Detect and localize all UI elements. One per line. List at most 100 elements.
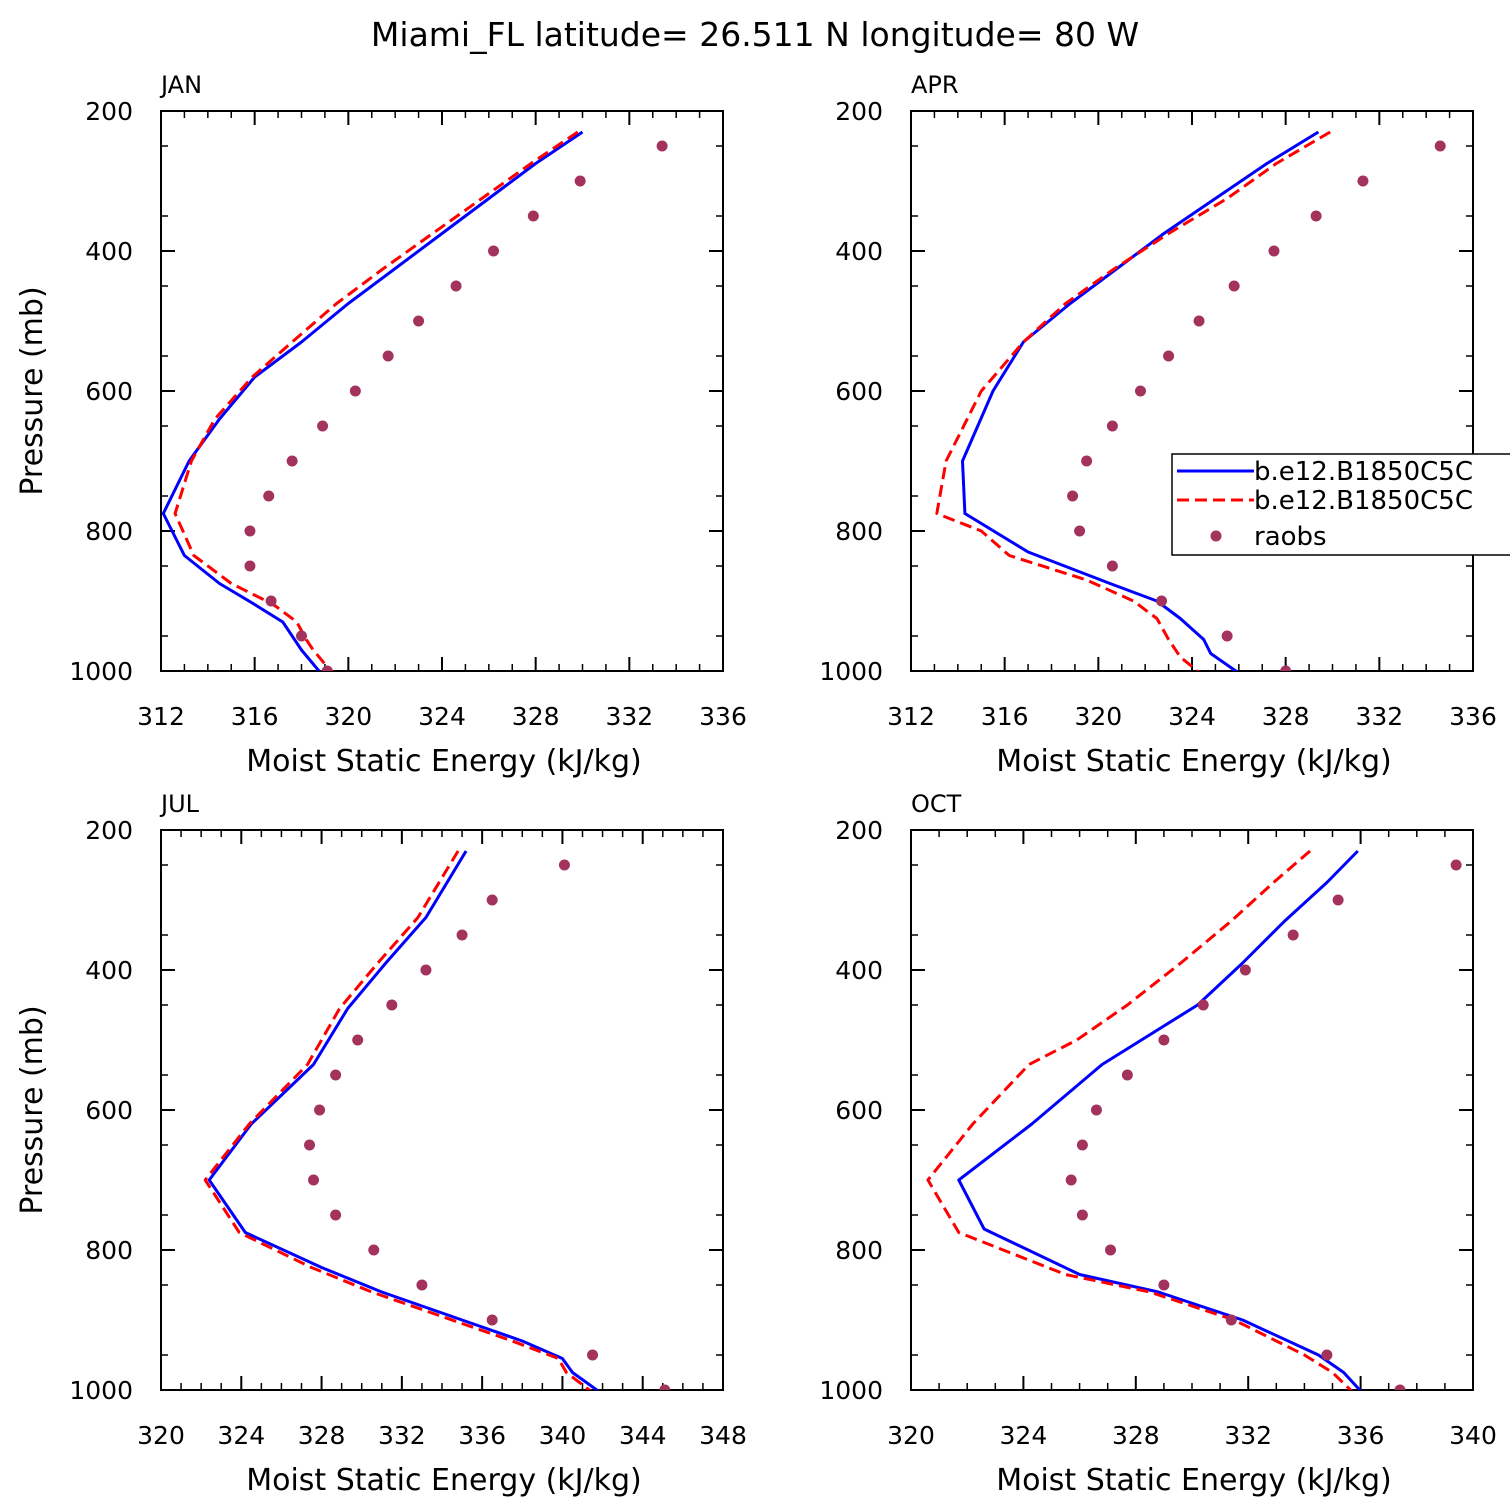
y-tick-label: 200 [835,816,883,845]
raobs-point [244,525,256,537]
raobs-point [352,1034,364,1046]
raobs-point [486,1314,498,1326]
raobs-point [1193,315,1205,327]
raobs-point [317,420,329,432]
raobs-point [1156,595,1168,607]
raobs-point [1332,894,1344,906]
raobs-point [450,280,462,292]
x-tick-label: 324 [418,702,466,731]
series-line-dashed [935,130,1331,671]
raobs-point [1158,1034,1170,1046]
x-tick-label: 332 [378,1421,426,1450]
x-tick-label: 316 [981,702,1029,731]
raobs-point [574,175,586,187]
raobs-point [413,315,425,327]
raobs-point [308,1174,320,1186]
y-tick-label: 400 [85,237,133,266]
panel-label: APR [911,71,959,99]
legend-entry: raobs [1254,522,1327,552]
raobs-point [314,1104,326,1116]
raobs-point [420,964,432,976]
raobs-point [1221,630,1233,642]
raobs-point [1225,1314,1237,1326]
y-tick-label: 800 [835,517,883,546]
panel-jan: JAN 312 316 320 324 328 332 336 200 400 600 800 1000… [15,71,747,779]
panel-label: JUL [159,790,200,818]
plot-frame [160,829,724,1391]
raobs-point [1090,1104,1102,1116]
series-line-dashed [926,849,1353,1390]
raobs-point [1228,280,1240,292]
raobs-point [1268,245,1280,257]
x-tick-label: 332 [1224,1421,1272,1450]
raobs-point [244,560,256,572]
raobs-point [1076,1209,1088,1221]
x-tick-label: 312 [137,702,185,731]
raobs-point [265,595,277,607]
x-tick-label: 320 [887,1421,935,1450]
x-tick-label: 324 [1168,702,1216,731]
series-line-solid [161,130,584,671]
raobs-point [1067,490,1079,502]
x-tick-label: 316 [231,702,279,731]
series-group [161,130,668,671]
figure-title: Miami_FL latitude= 26.511 N longitude= 8… [371,15,1139,54]
legend-swatch-dot [1210,530,1222,542]
y-axis-label: Pressure (mb) [15,286,50,495]
series-line-solid [961,130,1320,671]
x-tick-label: 332 [605,702,653,731]
legend-entry: b.e12.B1850C5C [1254,457,1473,487]
legend-entry: b.e12.B1850C5C [1254,486,1473,516]
plot-frame [910,110,1474,672]
raobs-point [1163,350,1175,362]
x-tick-label: 328 [512,702,560,731]
raobs-point [296,630,307,642]
x-tick-label: 336 [699,702,747,731]
y-tick-label: 600 [835,377,883,406]
raobs-point [1310,210,1322,222]
raobs-point [304,1139,316,1151]
y-tick-label: 200 [85,97,133,126]
x-tick-label: 328 [298,1421,346,1450]
panel-label: JAN [159,71,202,99]
y-tick-label: 400 [85,956,133,985]
raobs-point [1287,929,1299,941]
raobs-point [656,140,668,152]
y-tick-label: 600 [85,1096,133,1125]
panel-jul: JUL 320 324 328 332 336 340 344 348 200 400 600 800 1… [15,790,747,1498]
raobs-point [1197,999,1209,1011]
raobs-point [1106,420,1118,432]
raobs-point [330,1069,342,1081]
raobs-point [1105,1244,1117,1256]
x-tick-label: 328 [1112,1421,1160,1450]
y-tick-label: 800 [85,1236,133,1265]
raobs-point [330,1209,342,1221]
y-tick-label: 1000 [819,1376,883,1405]
x-tick-label: 324 [217,1421,265,1450]
x-axis-label: Moist Static Energy (kJ/kg) [246,744,642,779]
y-tick-label: 400 [835,956,883,985]
raobs-point [1394,1384,1406,1390]
y-tick-label: 200 [85,816,133,845]
raobs-point [488,245,500,257]
plot-frame [160,110,724,672]
x-tick-label: 336 [458,1421,506,1450]
x-tick-label: 324 [1000,1421,1048,1450]
y-tick-label: 600 [835,1096,883,1125]
raobs-point [263,490,275,502]
raobs-point [527,210,539,222]
raobs-point [321,665,333,671]
x-tick-label: 328 [1262,702,1310,731]
y-axis-label: Pressure (mb) [15,1005,50,1214]
raobs-point [1434,140,1446,152]
raobs-point [368,1244,380,1256]
x-tick-label: 336 [1337,1421,1385,1450]
panel-oct: OCT 320 324 328 332 336 340 200 400 600 800 1000 Moi… [819,790,1496,1498]
x-axis-label: Moist Static Energy (kJ/kg) [996,1463,1392,1498]
raobs-point [558,859,570,871]
x-tick-label: 312 [887,702,935,731]
x-axis-label: Moist Static Energy (kJ/kg) [246,1463,642,1498]
series-line-dashed [173,130,579,671]
